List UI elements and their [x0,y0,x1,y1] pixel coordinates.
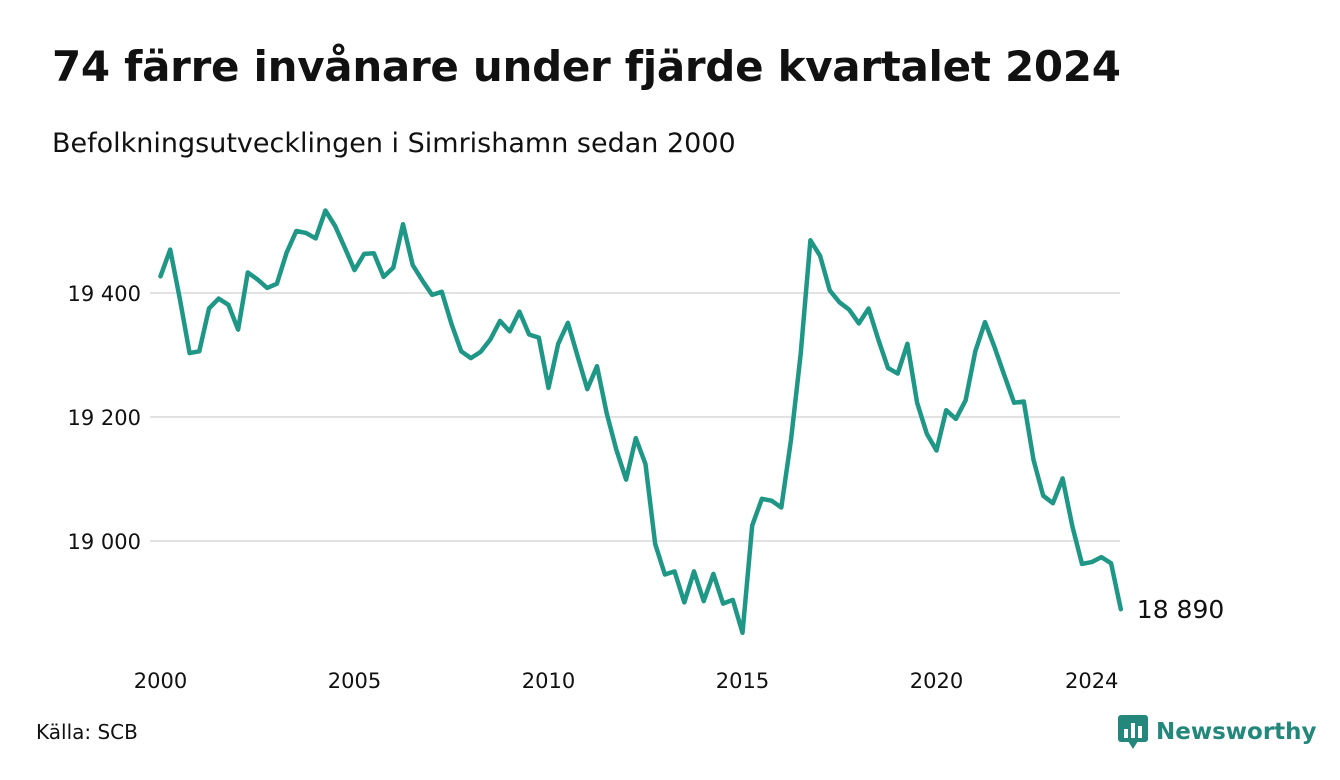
chart-subtitle: Befolkningsutvecklingen i Simrishamn sed… [52,128,736,159]
population-series-line [158,208,1124,636]
grid-lines [150,292,1120,542]
x-tick-label: 2010 [522,669,575,693]
x-axis-ticks: 2000 2005 2010 2015 2020 2024 [134,669,1119,693]
y-tick-label: 19 000 [68,530,141,554]
y-tick-label: 19 400 [68,282,141,306]
newsworthy-logo[interactable]: Newsworthy [1118,712,1317,752]
end-label-layer: 18 890 [1137,595,1224,624]
x-tick-label: 2015 [716,669,769,693]
end-value-label: 18 890 [1137,595,1224,624]
x-tick-label: 2000 [134,669,187,693]
chart-title: 74 färre invånare under fjärde kvartalet… [52,42,1121,91]
source-note: Källa: SCB [36,720,138,744]
series-layer [158,208,1124,636]
bar-chart-icon [1118,715,1148,749]
brand-name: Newsworthy [1156,719,1317,745]
x-tick-label: 2024 [1065,669,1118,693]
x-tick-label: 2005 [328,669,381,693]
y-axis-ticks: 19 000 19 200 19 400 [68,282,141,554]
x-tick-label: 2020 [910,669,963,693]
y-tick-label: 19 200 [68,406,141,430]
